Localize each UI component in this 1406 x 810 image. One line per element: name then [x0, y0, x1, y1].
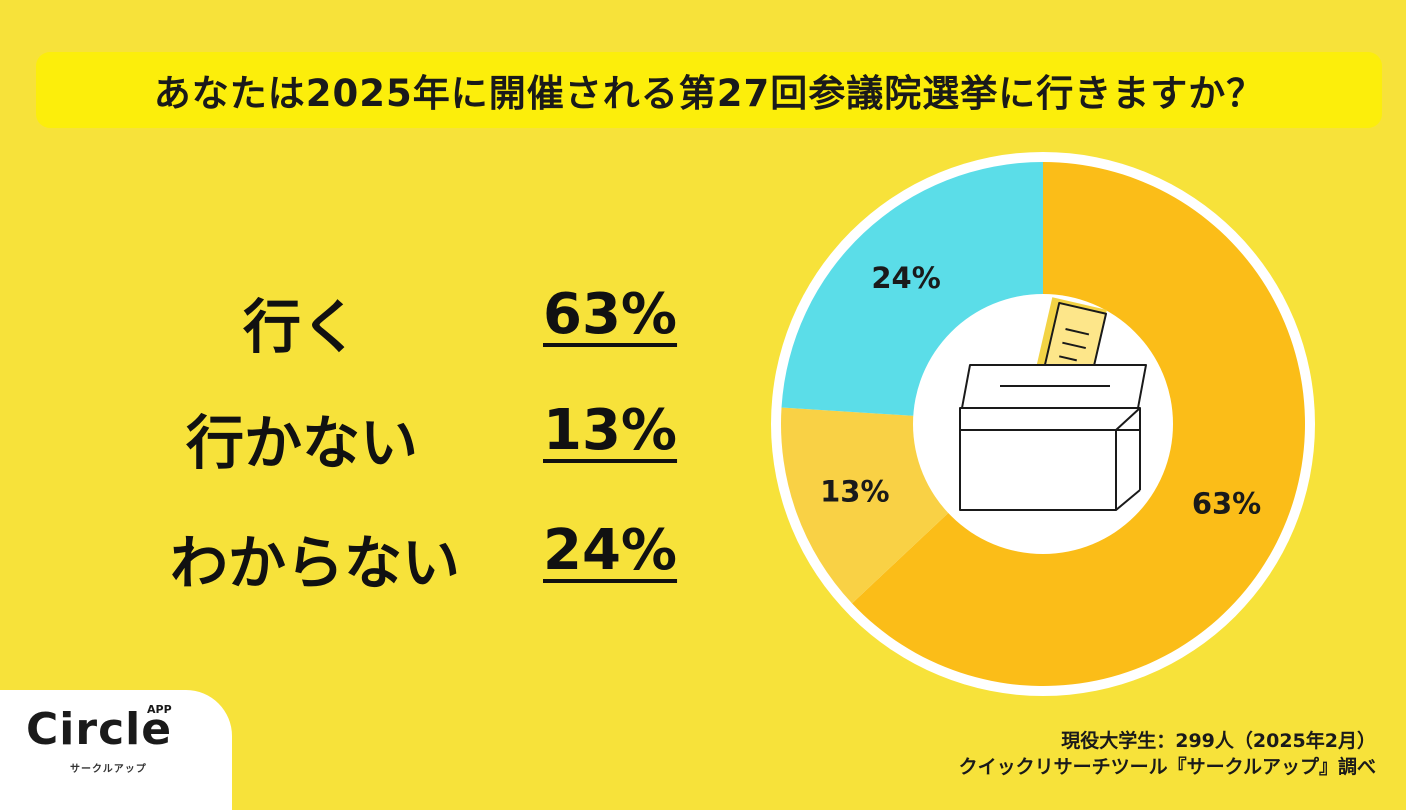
slice-label-unknown: 24%: [871, 261, 940, 295]
legend-label-go: 行く: [243, 293, 360, 361]
slice-label-not-go: 13%: [820, 475, 889, 509]
donut-chart: 63% 13% 24%: [771, 152, 1315, 696]
logo-subtitle: サークルアップ: [70, 764, 147, 775]
legend-percent-not-go: 13%: [543, 398, 678, 463]
legend-label-not-go: 行かない: [186, 409, 419, 477]
logo-name: Circle: [26, 704, 173, 755]
chart-title: あなたは2025年に開催される第27回参議院選挙に行きますか？: [153, 72, 1265, 115]
legend-percent-go: 63%: [543, 282, 678, 347]
legend-percent-unknown: 24%: [543, 518, 678, 583]
legend-label-unknown: わからない: [170, 529, 461, 597]
source-note: 現役大学生：299人（2025年2月） クイックリサーチツール『サークルアップ』…: [959, 728, 1376, 780]
logo-badge: APP: [147, 703, 172, 716]
source-line-2: クイックリサーチツール『サークルアップ』調べ: [958, 756, 1376, 778]
source-line-1: 現役大学生：299人（2025年2月）: [1061, 730, 1376, 752]
title-banner: あなたは2025年に開催される第27回参議院選挙に行きますか？: [36, 52, 1382, 128]
ballot-box-icon: [959, 297, 1147, 511]
slice-label-go: 63%: [1192, 486, 1261, 520]
